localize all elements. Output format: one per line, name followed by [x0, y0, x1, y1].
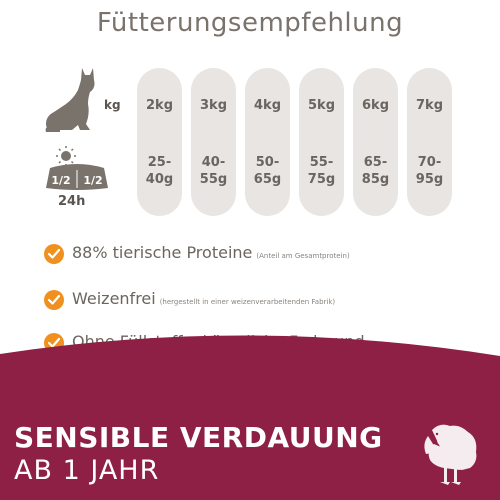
feature-text: 88% tierische Proteine [72, 243, 253, 262]
half-left-label: 1/2 [51, 174, 70, 187]
sun-moon-bowl-icon: 1/2 1/2 [46, 146, 108, 190]
cat-icon [45, 68, 95, 132]
feeding-column: 5kg 55- 75g [299, 68, 344, 216]
feeding-weight: 5kg [308, 98, 335, 113]
feeding-column: 3kg 40- 55g [191, 68, 236, 216]
check-icon [44, 244, 64, 264]
page-title: Fütterungsempfehlung [96, 8, 404, 38]
period-label: 24h [58, 194, 86, 209]
feeding-amount: 40- 55g [199, 155, 228, 187]
feeding-amount: 25- 40g [145, 155, 174, 187]
half-right-label: 1/2 [83, 174, 102, 187]
feature-note: (hergestellt in einer weizenverarbeitend… [159, 298, 336, 306]
feeding-amount: 55- 75g [307, 155, 336, 187]
feeding-amount: 65- 85g [361, 155, 390, 187]
weight-unit-label: kg [104, 98, 121, 112]
check-icon [44, 290, 64, 310]
feeding-column: 2kg 25- 40g [137, 68, 182, 216]
feature-note: (Anteil am Gesamtprotein) [256, 252, 350, 260]
feeding-column: 6kg 65- 85g [353, 68, 398, 216]
feeding-weight: 7kg [416, 98, 443, 113]
banner-background [0, 335, 500, 500]
feeding-weight: 2kg [146, 98, 173, 113]
feeding-weight: 3kg [200, 98, 227, 113]
feeding-weight: 6kg [362, 98, 389, 113]
feeding-column: 4kg 50- 65g [245, 68, 290, 216]
feeding-weight: 4kg [254, 98, 281, 113]
banner-headline: SENSIBLE VERDAUUNG [14, 421, 383, 454]
banner-subline: AB 1 JAHR [14, 455, 160, 486]
feature-text: Weizenfrei [72, 289, 156, 308]
turkey-icon [424, 424, 477, 485]
feeding-column: 7kg 70- 95g [407, 68, 452, 216]
feeding-amount: 70- 95g [415, 155, 444, 187]
feeding-amount: 50- 65g [253, 155, 282, 187]
